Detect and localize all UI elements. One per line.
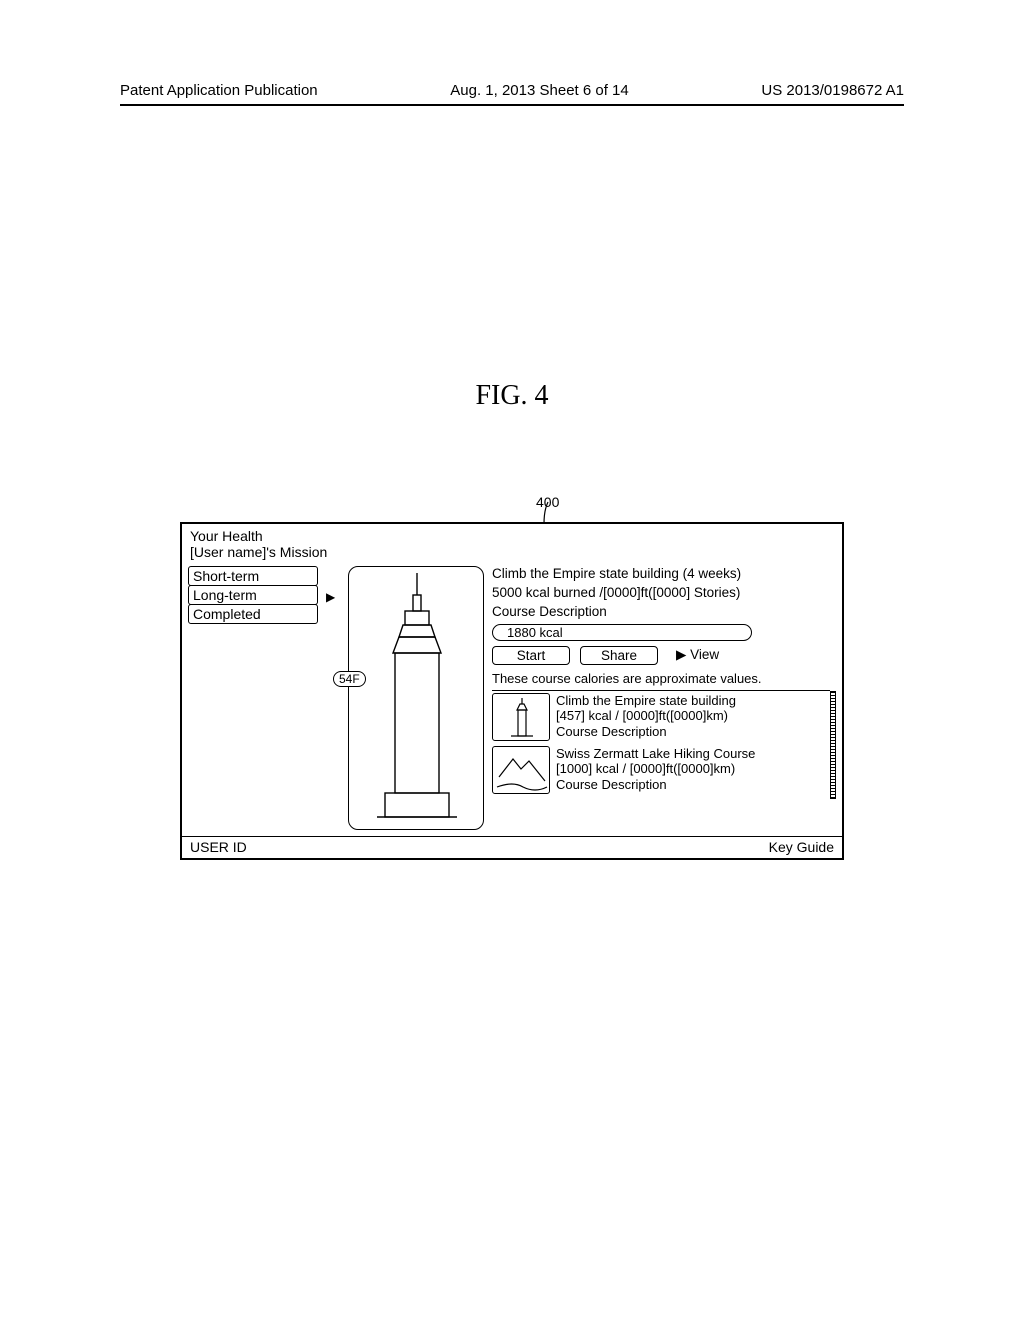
course-stats: 5000 kcal burned /[0000]ft([0000] Storie… [492,585,830,601]
share-button[interactable]: Share [580,646,658,665]
user-id-label: USER ID [190,839,247,855]
key-guide-label[interactable]: Key Guide [769,839,834,855]
tab-short-term[interactable]: Short-term [188,566,318,586]
floor-badge: 54F [333,671,366,687]
page-header: Patent Application Publication Aug. 1, 2… [0,82,1024,99]
header-center: Aug. 1, 2013 Sheet 6 of 14 [450,82,628,99]
course-item-stats: [457] kcal / [0000]ft([0000]km) [556,708,736,724]
course-thumb-mountain [492,746,550,794]
tab-cursor-icon: ▶ [326,590,335,604]
header-right: US 2013/0198672 A1 [761,82,904,99]
screen-header: Your Health [User name]'s Mission [182,524,842,562]
course-text: Swiss Zermatt Lake Hiking Course [1000] … [556,746,755,793]
header-left: Patent Application Publication [120,82,318,99]
app-title: Your Health [190,528,834,544]
tower-icon [493,694,551,742]
tab-long-term[interactable]: Long-term [188,585,318,605]
course-item-title: Climb the Empire state building [556,693,736,709]
course-detail: Climb the Empire state building (4 weeks… [492,566,836,830]
app-screen: Your Health [User name]'s Mission Short-… [180,522,844,860]
course-list: Climb the Empire state building [457] kc… [492,690,830,797]
sidebar: Short-term Long-term Completed ▶ [188,566,318,830]
course-item-desc: Course Description [556,777,755,793]
mission-subtitle: [User name]'s Mission [190,544,834,560]
list-item[interactable]: Climb the Empire state building [457] kc… [492,691,830,744]
button-row: Start Share ▶ View [492,646,830,665]
course-item-title: Swiss Zermatt Lake Hiking Course [556,746,755,762]
tab-completed[interactable]: Completed [188,604,318,624]
course-text: Climb the Empire state building [457] kc… [556,693,736,740]
screen-body: Short-term Long-term Completed ▶ 54F [182,562,842,836]
scrollbar[interactable] [830,691,836,799]
course-thumb-tower [492,693,550,741]
start-button[interactable]: Start [492,646,570,665]
mountain-icon [493,747,551,795]
figure-label: FIG. 4 [0,380,1024,412]
kcal-progress-pill: 1880 kcal [492,624,752,641]
building-icon [349,567,485,831]
course-title: Climb the Empire state building (4 weeks… [492,566,830,582]
view-button[interactable]: ▶ View [676,647,719,663]
course-desc-label: Course Description [492,604,830,620]
list-item[interactable]: Swiss Zermatt Lake Hiking Course [1000] … [492,744,830,797]
course-illustration: 54F [348,566,484,830]
calorie-note: These course calories are approximate va… [492,671,830,686]
header-rule [120,104,904,106]
course-item-desc: Course Description [556,724,736,740]
screen-footer: USER ID Key Guide [182,836,842,858]
course-item-stats: [1000] kcal / [0000]ft([0000]km) [556,761,755,777]
